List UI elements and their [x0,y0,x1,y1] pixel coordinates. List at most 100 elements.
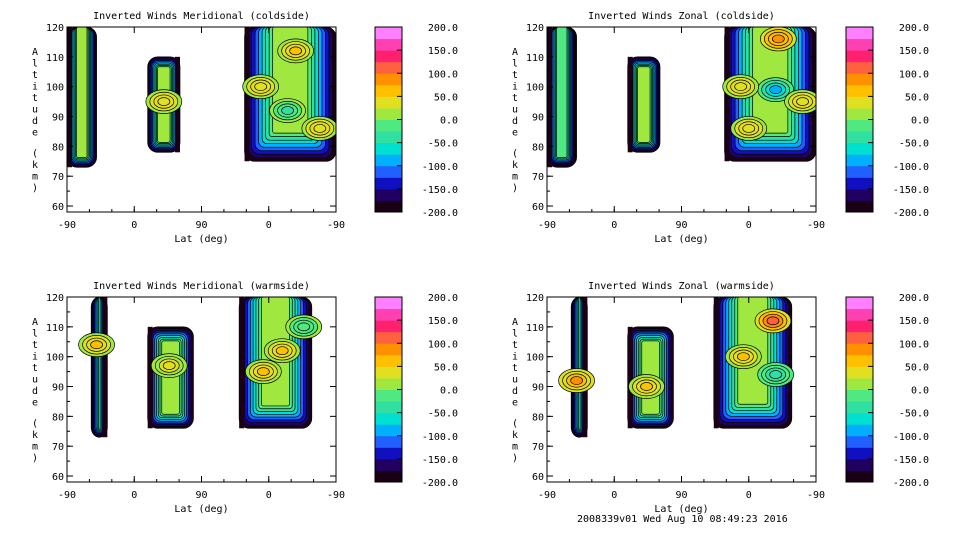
x-tick-label: -90 [58,490,76,501]
colorbar-segment [846,142,873,155]
edge-stripe [582,297,588,438]
colorbar-tick-label: -100.0 [893,162,929,173]
colorbar-tick-label: 150.0 [899,46,929,57]
x-tick-label: 90 [675,220,687,231]
contour-blob [257,367,270,376]
edge-stripe [67,27,72,168]
colorbar-segment [846,96,873,109]
edge-stripe [627,326,633,429]
colorbar-segment [846,377,873,390]
colorbar-segment [375,131,402,144]
x-tick-label: -90 [327,220,345,231]
panel-zonal-warmside: Inverted Winds Zonal (warmside) -90 0 90 0 -9… [512,281,929,515]
colorbar-segment [375,377,402,390]
colorbar-segment [375,50,402,63]
plot-area [78,297,323,438]
colorbar-tick-label: 200.0 [428,293,458,304]
y-tick-label: 70 [52,172,64,183]
colorbar-segment [846,107,873,120]
colorbar-segment [846,131,873,144]
edge-stripe [713,297,719,429]
contour-blob [297,322,311,332]
colorbar-segment [375,96,402,109]
y-tick-label: 110 [526,323,544,334]
contour-blob [734,82,748,92]
edge-stripe [627,56,633,153]
colorbar: 200.0 150.0 100.0 50.0 0.0 -50.0 -100.0 -150.0 -… [374,23,458,219]
colorbar-segment [846,331,873,344]
y-tick-label: 90 [532,113,544,124]
colorbar: 200.0 150.0 100.0 50.0 0.0 -50.0 -100.0 -150.0 -… [845,293,929,489]
colorbar-segment [846,297,873,310]
chart-title: Inverted Winds Meridional (warmside) [93,281,310,292]
y-tick-label: 60 [52,202,64,213]
data-region [547,27,577,168]
colorbar-tick-label: -100.0 [422,162,458,173]
colorbar-segment [375,412,402,425]
colorbar-segment [846,435,873,448]
colorbar-tick-label: 0.0 [911,386,929,397]
colorbar-segment [846,200,873,213]
colorbar-tick-label: 50.0 [434,92,458,103]
edge-stripe [147,326,153,429]
colorbar-tick-label: -150.0 [422,455,458,466]
colorbar-segment [375,27,402,40]
colorbar-tick-label: -150.0 [422,185,458,196]
x-tick-label: 0 [611,490,617,501]
y-tick-label: 70 [532,172,544,183]
colorbar-tick-label: -100.0 [893,432,929,443]
contour-blob [289,46,302,56]
y-tick-label: 100 [526,83,544,94]
contour-blob [769,85,783,95]
colorbar-segment [846,401,873,414]
x-axis-label: Lat (deg) [174,504,228,515]
y-tick-label: 120 [526,293,544,304]
colorbar-segment [846,366,873,379]
colorbar-segment [375,447,402,460]
colorbar-tick-label: -200.0 [893,478,929,489]
edge-stripe [239,297,245,429]
x-tick-label: 0 [611,220,617,231]
y-tick-label: 100 [526,353,544,364]
x-tick-label: -90 [327,490,345,501]
colorbar-segment [846,119,873,132]
x-tick-label: 0 [131,490,137,501]
contour-band [98,297,101,431]
edge-stripe [102,297,108,438]
run-info-label: 2008339v01 Wed Aug 10 08:49:23 2016 [577,514,788,525]
y-tick-label: 90 [52,383,64,394]
colorbar-segment [846,343,873,356]
colorbar-segment [375,458,402,471]
data-region [627,56,661,153]
colorbar-segment [375,389,402,402]
colorbar-segment [375,188,402,201]
colorbar: 200.0 150.0 100.0 50.0 0.0 -50.0 -100.0 -150.0 -… [374,293,458,489]
colorbar-tick-label: 100.0 [428,69,458,80]
colorbar-segment [375,366,402,379]
colorbar-segment [846,389,873,402]
colorbar-segment [846,154,873,167]
y-tick-label: 80 [52,142,64,153]
colorbar-segment [846,424,873,437]
colorbar-tick-label: -50.0 [899,139,929,150]
colorbar-segment [375,424,402,437]
y-tick-label: 120 [46,23,64,34]
colorbar-segment [846,50,873,63]
colorbar-tick-label: 100.0 [428,339,458,350]
colorbar-tick-label: 150.0 [899,316,929,327]
colorbar-segment [846,308,873,321]
contour-band [578,297,581,431]
contour-blob [157,97,171,106]
colorbar-tick-label: -200.0 [422,208,458,219]
y-tick-label: 80 [52,412,64,423]
panel-meridional-coldside: Inverted Winds Meridional (coldside) -90 0… [32,11,458,245]
contour-blob [162,361,176,370]
colorbar-tick-label: 100.0 [899,339,929,350]
colorbar-segment [846,84,873,97]
x-tick-label: 90 [675,490,687,501]
colorbar-tick-label: 0.0 [911,116,929,127]
contour-blob [313,124,327,133]
